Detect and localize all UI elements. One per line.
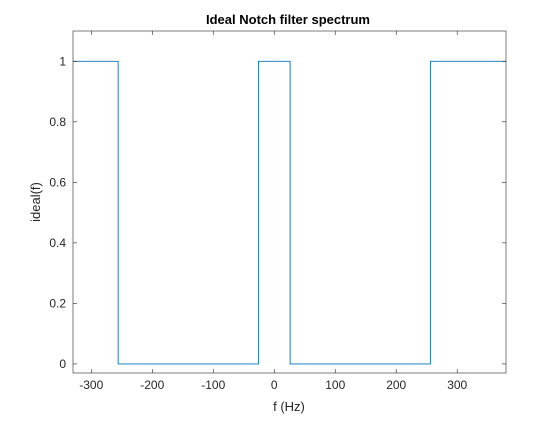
x-ticks: -300 -200 -100 0 100 200 300 — [79, 31, 468, 392]
y-tick-label: 0.8 — [49, 115, 66, 129]
chart-title: Ideal Notch filter spectrum — [206, 12, 370, 27]
x-tick-label: -300 — [79, 378, 103, 392]
plot-area — [73, 31, 506, 373]
series-line-0 — [73, 60, 506, 365]
series-lines — [73, 60, 506, 365]
x-axis-label: f (Hz) — [273, 399, 305, 414]
y-tick-label: 0 — [59, 357, 66, 371]
plot-box — [72, 30, 507, 374]
x-tick-label: -200 — [140, 378, 164, 392]
y-tick-label: 1 — [59, 54, 66, 68]
x-tick-label: 200 — [386, 378, 406, 392]
y-axis-label: ideal(f) — [28, 182, 43, 222]
x-tick-label: 300 — [447, 378, 467, 392]
y-tick-label: 0.4 — [49, 236, 66, 250]
y-tick-label: 0.6 — [49, 175, 66, 189]
y-ticks: 0 0.2 0.4 0.6 0.8 1 — [49, 54, 506, 371]
x-tick-label: 0 — [271, 378, 278, 392]
x-tick-label: 100 — [325, 378, 345, 392]
y-tick-label: 0.2 — [49, 296, 66, 310]
x-tick-label: -100 — [201, 378, 225, 392]
